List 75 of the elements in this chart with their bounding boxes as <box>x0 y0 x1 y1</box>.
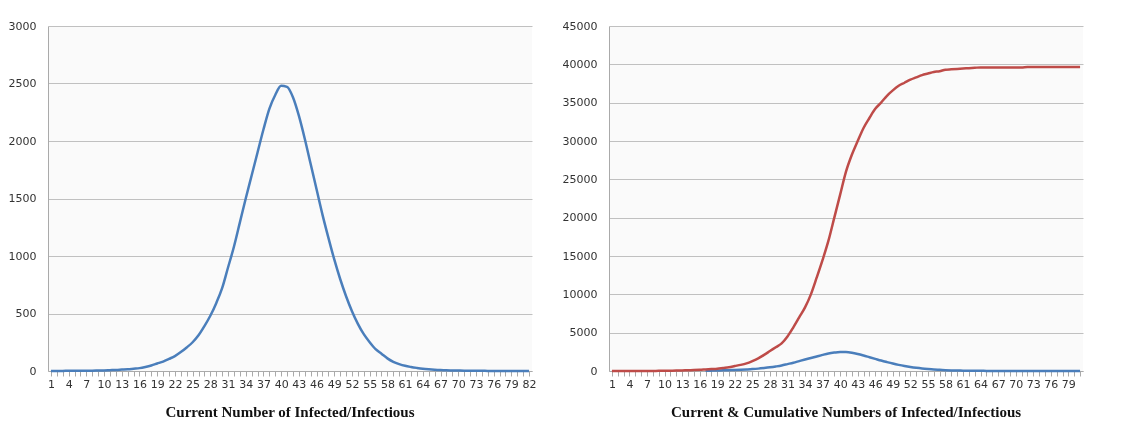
y-tick-label: 1000 <box>8 249 37 263</box>
x-tick-label: 37 <box>816 377 831 391</box>
x-tick-label: 40 <box>833 377 848 391</box>
y-tick-label: 15000 <box>562 249 598 263</box>
y-tick-label: 45000 <box>562 19 598 33</box>
y-tick-label: 25000 <box>562 172 598 186</box>
y-tick-label: 3000 <box>8 19 37 33</box>
y-tick-label: 0 <box>29 364 37 378</box>
x-tick-label: 25 <box>745 377 760 391</box>
x-tick-label: 79 <box>504 377 519 391</box>
x-tick-label: 67 <box>991 377 1006 391</box>
x-tick-label: 13 <box>115 377 130 391</box>
x-tick-label: 70 <box>451 377 466 391</box>
x-tick-label: 49 <box>886 377 901 391</box>
x-tick-label: 73 <box>469 377 484 391</box>
x-tick-label: 67 <box>434 377 449 391</box>
x-tick-label: 28 <box>203 377 218 391</box>
x-tick-label: 52 <box>903 377 918 391</box>
x-tick-label: 70 <box>1009 377 1024 391</box>
x-tick-label: 10 <box>97 377 112 391</box>
x-tick-label: 28 <box>763 377 778 391</box>
x-tick-label: 22 <box>168 377 183 391</box>
x-tick-label: 31 <box>221 377 236 391</box>
x-tick-label: 73 <box>1026 377 1041 391</box>
x-tick-label: 4 <box>626 377 634 391</box>
x-tick-label: 4 <box>65 377 73 391</box>
x-tick-label: 58 <box>938 377 953 391</box>
x-tick-label: 82 <box>522 377 537 391</box>
x-tick-label: 58 <box>380 377 395 391</box>
x-tick-label: 25 <box>186 377 201 391</box>
y-tick-label: 2500 <box>8 77 37 90</box>
x-tick-label: 46 <box>868 377 883 391</box>
text: Current & Cumulative Numbers of Infected/Infectious <box>670 404 1022 420</box>
y-tick-label: 40000 <box>562 57 598 71</box>
x-tick-label: 76 <box>1044 377 1059 391</box>
y-tick-label: 1500 <box>8 192 37 205</box>
x-tick-label: 19 <box>710 377 725 391</box>
x-tick-label: 55 <box>363 377 378 391</box>
x-tick-label: 37 <box>256 377 271 391</box>
line-series <box>704 350 1082 373</box>
x-tick-label: 1 <box>47 377 55 391</box>
x-tick-label: 16 <box>132 377 147 391</box>
x-tick-label: 22 <box>728 377 743 391</box>
x-tick-label: 43 <box>851 377 866 391</box>
x-tick-label: 7 <box>644 377 652 391</box>
y-tick-label: 500 <box>15 307 37 320</box>
y-tick-label: 20000 <box>562 211 598 225</box>
x-tick-label: 13 <box>675 377 690 391</box>
x-tick-label: 34 <box>798 377 813 391</box>
y-tick-label: 5000 <box>569 326 598 340</box>
x-tick-label: 34 <box>239 377 254 391</box>
x-tick-label: 46 <box>310 377 325 391</box>
x-tick-label: 1 <box>608 377 616 391</box>
x-tick-label: 79 <box>1061 377 1076 391</box>
x-tick-label: 19 <box>150 377 165 391</box>
x-tick-label: 7 <box>83 377 91 391</box>
x-tick-label: 61 <box>956 377 971 391</box>
x-tick-label: 16 <box>693 377 708 391</box>
x-tick-label: 49 <box>327 377 342 391</box>
x-tick-label: 31 <box>780 377 795 391</box>
x-tick-label: 64 <box>974 377 989 391</box>
x-tick-label: 52 <box>345 377 360 391</box>
x-tick-label: 76 <box>487 377 502 391</box>
y-tick-label: 35000 <box>562 96 598 110</box>
x-tick-label: 64 <box>416 377 431 391</box>
x-tick-label: 43 <box>292 377 307 391</box>
y-tick-label: 2000 <box>8 134 37 148</box>
x-tick-label: 40 <box>274 377 289 391</box>
x-tick-label: 10 <box>658 377 673 391</box>
x-tick-label: 55 <box>921 377 936 391</box>
x-tick-label: 61 <box>398 377 413 391</box>
y-tick-label: 30000 <box>562 134 598 148</box>
y-tick-label: 10000 <box>562 287 598 301</box>
y-tick-label: 0 <box>590 364 598 378</box>
text: Current Number of Infected/Infectious <box>165 404 415 420</box>
